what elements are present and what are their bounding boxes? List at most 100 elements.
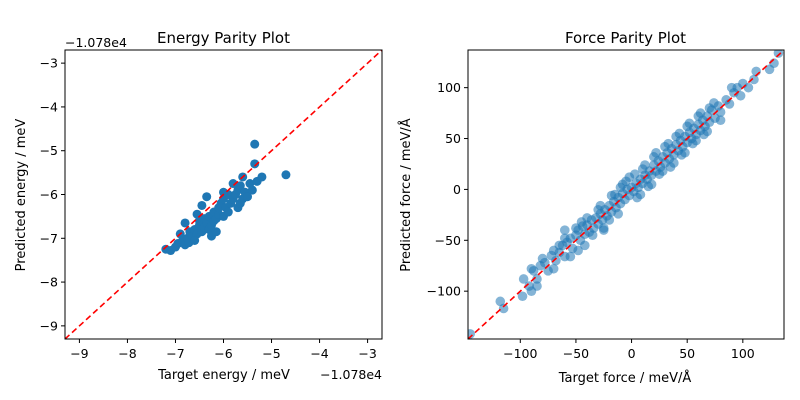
energy-data-point [192,209,202,219]
energy-x-tick-label: −7 [166,346,184,361]
energy-points-group [65,50,382,339]
energy-data-point [223,207,233,217]
force-data-point [495,296,506,307]
force-data-point [743,82,754,93]
energy-data-point [211,227,221,237]
force-x-tick-label: 0 [628,346,636,361]
force-data-point [749,74,759,85]
energy-x-tick-label: −3 [358,346,376,361]
force-data-point [595,200,606,211]
force-data-point [498,303,509,314]
force-y-tick-label: 100 [437,80,461,95]
force-data-point [702,126,713,137]
energy-parity-line [65,50,382,339]
force-data-point [528,266,539,276]
energy-x-tick-label: −6 [214,346,232,361]
force-data-point [630,169,640,179]
force-parity-plot: Force Parity Plot Target force / meV/Å P… [398,29,785,386]
energy-data-point [197,200,207,210]
force-data-point [684,118,695,129]
force-data-point [663,138,674,149]
energy-parity-plot: Energy Parity Plot −1.078e4 −1.078e4 Tar… [14,29,383,383]
force-data-point [726,82,737,93]
energy-data-point [235,181,245,191]
energy-x-tick-label: −4 [310,346,328,361]
force-data-point [580,240,590,251]
energy-data-point [190,235,200,245]
force-data-point [724,99,735,109]
energy-x-tick-label: −9 [70,346,88,361]
force-x-ticks: −100 −50 0 50 100 [503,339,755,361]
energy-data-point [228,179,238,189]
energy-data-point [235,198,245,208]
force-data-point [587,230,598,240]
force-y-tick-label: −50 [435,233,461,248]
energy-data-point [219,187,228,197]
force-data-point [598,225,609,235]
force-data-point [657,166,668,176]
force-data-point [640,160,650,170]
energy-data-point [243,192,253,202]
energy-y-ticks: −9 −8 −7 −6 −5 −4 −3 [40,56,65,333]
energy-plot-title: Energy Parity Plot [157,29,290,47]
force-plot-title: Force Parity Plot [565,29,686,47]
force-y-tick-label: −100 [427,284,461,299]
force-data-point [606,190,617,201]
energy-data-point [247,185,257,195]
force-data-point [548,263,559,274]
energy-data-point [250,159,260,169]
force-data-point [532,281,542,291]
force-data-point [560,233,570,244]
energy-data-point [250,139,260,149]
force-data-point [604,215,615,225]
force-data-point [571,223,581,233]
force-data-point [773,50,784,58]
force-data-point [518,274,529,284]
force-data-point [695,108,706,118]
energy-plot-area [65,50,382,339]
force-data-point [709,98,719,108]
energy-x-ticks: −9 −8 −7 −6 −5 −4 −3 [70,339,377,361]
force-data-point [651,147,661,158]
energy-y-tick-label: −3 [40,56,58,71]
force-data-point [560,225,570,235]
energy-x-offset-label: −1.078e4 [320,367,382,382]
energy-data-point [281,170,291,180]
energy-x-axis-label: Target energy / meV [157,368,290,383]
force-data-point [573,245,583,256]
force-parity-line [468,50,784,339]
energy-axes-frame [64,49,383,340]
energy-y-axis-label: Predicted energy / meV [14,119,29,272]
energy-y-tick-label: −4 [40,99,58,114]
force-data-point [646,179,657,190]
energy-y-tick-label: −8 [40,275,58,290]
energy-y-tick-label: −9 [40,318,58,333]
force-data-point [551,255,561,266]
force-points-group [468,50,784,339]
force-x-tick-label: 100 [731,346,755,361]
force-x-tick-label: −50 [563,346,589,361]
energy-y-offset-label: −1.078e4 [65,35,127,50]
force-data-point [715,115,726,126]
force-x-tick-label: −100 [503,346,537,361]
force-data-point [691,135,701,146]
force-data-point [674,128,685,139]
force-data-point [532,274,542,284]
force-y-ticks: −100 −50 0 50 100 [427,80,468,299]
force-data-point [635,189,646,200]
force-y-axis-label: Predicted force / meV/Å [398,118,414,271]
force-data-point [735,90,746,101]
force-x-axis-label: Target force / meV/Å [558,370,692,386]
energy-data-point [202,192,212,202]
energy-y-tick-label: −5 [40,143,58,158]
energy-y-tick-label: −7 [40,231,58,246]
energy-data-point [180,218,190,228]
energy-y-tick-label: −6 [40,187,58,202]
force-x-tick-label: 50 [679,346,695,361]
force-data-point [565,251,576,262]
force-data-point [576,217,587,227]
force-data-point [617,179,628,190]
force-data-point [669,158,679,168]
